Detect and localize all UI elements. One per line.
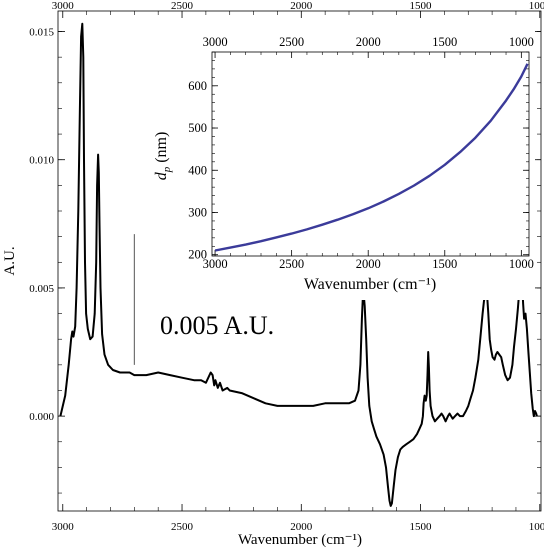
inset-series	[214, 63, 529, 252]
main-top-x-tick-label: 1000	[529, 0, 544, 12]
main-ticks: 3000 3000 2500 2500 2000 2000 1500 1500 1000 1000…	[29, 0, 544, 533]
inset-top-x-tick-label: 2000	[356, 35, 381, 49]
inset-y-tick-label: 500	[188, 121, 207, 135]
inset-x-tick-label: 1500	[432, 257, 457, 271]
main-x-tick-label: 1000	[529, 521, 544, 533]
inset-x-tick-label: 2500	[279, 257, 304, 271]
inset-y-axis-title: dp (nm)	[153, 132, 173, 181]
inset-y-tick-label: 600	[188, 79, 207, 93]
main-x-tick-label: 3000	[52, 521, 75, 533]
main-top-x-tick-label: 2000	[290, 0, 313, 12]
inset-x-tick-label: 2000	[356, 257, 381, 271]
inset-series-line	[214, 63, 529, 252]
inset-y-axis-symbol: d	[153, 171, 170, 180]
inset-x-tick-label: 1000	[509, 257, 534, 271]
main-y-tick-label: 0.010	[29, 155, 54, 167]
inset-y-tick-label: 400	[188, 163, 207, 177]
main-top-x-tick-label: 3000	[52, 0, 75, 12]
inset-top-x-tick-label: 1500	[432, 35, 457, 49]
main-y-tick-label: 0.000	[29, 411, 54, 423]
main-top-x-tick-label: 2500	[171, 0, 194, 12]
main-y-axis-title: A.U.	[2, 246, 18, 275]
main-x-tick-label: 1500	[410, 521, 433, 533]
main-series	[59, 22, 538, 507]
main-series-line	[59, 22, 538, 507]
main-x-axis-title: Wavenumber (cm⁻¹)	[238, 532, 362, 548]
inset-y-tick-label: 200	[188, 248, 207, 262]
inset-x-axis-title: Wavenumber (cm⁻¹)	[304, 276, 436, 293]
main-y-tick-label: 0.005	[29, 283, 54, 295]
main-x-tick-label: 2000	[290, 521, 313, 533]
inset-y-axis-unit: (nm)	[153, 132, 170, 167]
inset-y-axis-subscript: p	[161, 166, 173, 173]
scale-bar-label: 0.005 A.U.	[160, 311, 274, 340]
inset-x-tick-label: 3000	[203, 257, 228, 271]
main-x-tick-label: 2500	[171, 521, 194, 533]
inset-top-x-tick-label: 1000	[509, 35, 534, 49]
main-y-tick-label: 0.015	[29, 27, 54, 39]
inset-y-tick-label: 300	[188, 205, 207, 219]
inset-top-x-tick-label: 3000	[203, 35, 228, 49]
inset-top-x-tick-label: 2500	[279, 35, 304, 49]
inset-ticks: 3000 3000 2500 2500 2000 2000 1500 1500 1000 1000…	[188, 35, 534, 271]
main-plot-frame	[57, 10, 542, 512]
inset-background	[150, 20, 535, 300]
inset-plot-frame	[211, 51, 530, 257]
main-top-x-tick-label: 1500	[410, 0, 433, 12]
